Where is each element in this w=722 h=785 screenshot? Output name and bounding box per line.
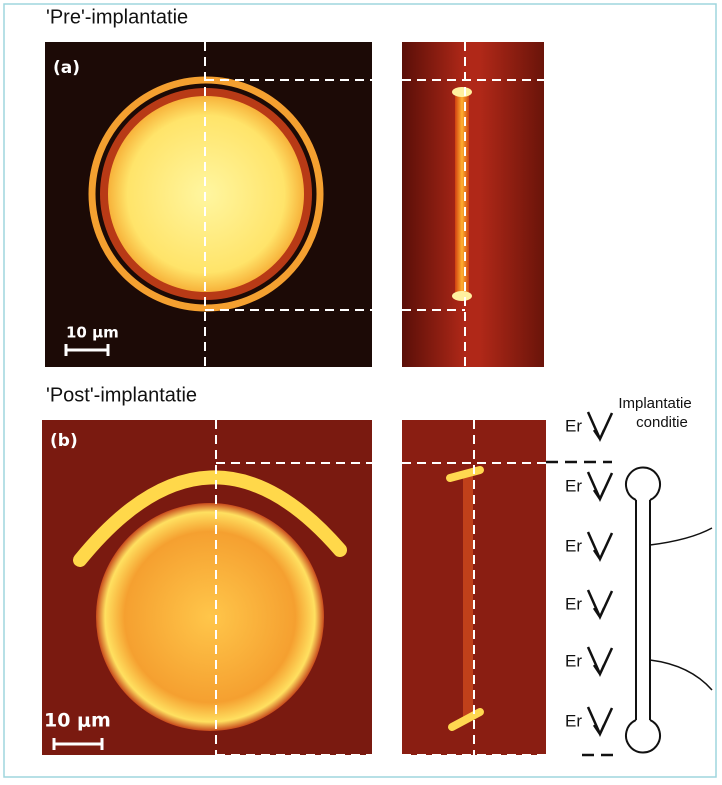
arrow bbox=[588, 472, 612, 499]
arrow bbox=[588, 412, 612, 439]
panel-label: (b) bbox=[50, 431, 78, 451]
bar bbox=[455, 88, 469, 300]
scale-label: 10 μm bbox=[66, 324, 119, 342]
figure: 'Pre'-implantatie (a) 10 μm 'Post'-impla… bbox=[0, 0, 722, 781]
caption: conditie bbox=[636, 414, 688, 431]
caption: Implantatie bbox=[618, 395, 691, 412]
panel-title: 'Pre'-implantatie bbox=[46, 6, 188, 28]
page: {"panels": [ {"title": "'Pre'-implantati… bbox=[0, 0, 722, 781]
arrow bbox=[588, 707, 612, 734]
disk bbox=[96, 503, 324, 731]
species-label: Er bbox=[565, 536, 582, 555]
scale-label: 10 μm bbox=[44, 710, 111, 732]
panel-label: (a) bbox=[53, 58, 80, 78]
species-label: Er bbox=[565, 711, 582, 730]
arrow bbox=[588, 590, 612, 617]
arrow bbox=[588, 647, 612, 674]
panel-title: 'Post'-implantatie bbox=[46, 384, 197, 406]
bar bbox=[463, 475, 473, 720]
species-label: Er bbox=[565, 594, 582, 613]
species-label: Er bbox=[565, 416, 582, 435]
species-label: Er bbox=[565, 651, 582, 670]
side-image-a bbox=[402, 42, 544, 367]
species-label: Er bbox=[565, 476, 582, 495]
arrow bbox=[588, 532, 612, 559]
